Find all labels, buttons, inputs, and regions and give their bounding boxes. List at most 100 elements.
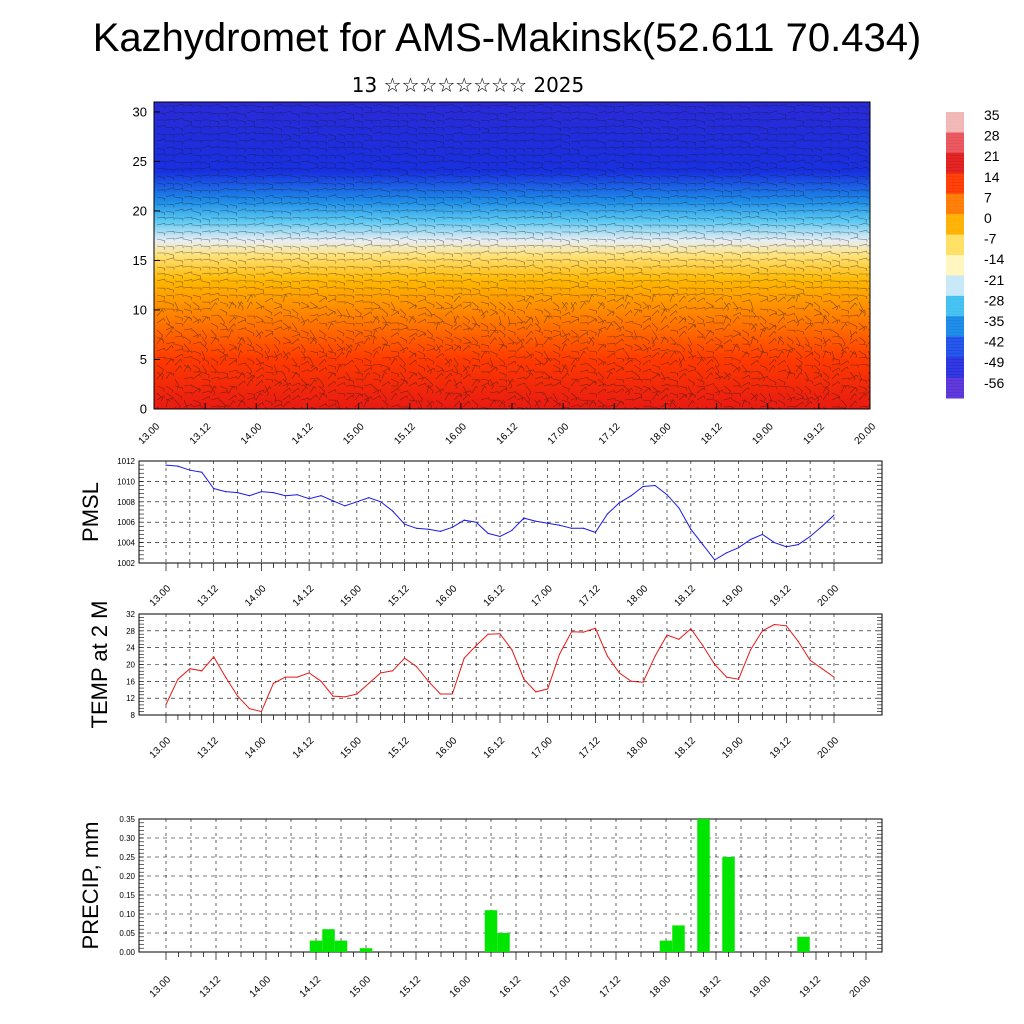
precip-bar: [659, 940, 673, 952]
temperature-heatmap: 0 5 10 15 20 25 30 13.00 13.12 14.00 14.12 15.00 15.…: [133, 101, 879, 447]
x-tick-label: 15.00: [339, 583, 365, 609]
data-point: [296, 494, 298, 496]
precip-bar: [672, 925, 685, 952]
heatmap-x-tick-label: 17.12: [597, 421, 623, 447]
colorbar-label: 7: [984, 189, 992, 205]
heatmap-x-tick-label: 20.00: [853, 421, 879, 447]
x-tick-label: 18.12: [673, 583, 699, 609]
data-point: [344, 505, 346, 507]
x-tick-label: 18.00: [625, 583, 651, 609]
data-point: [523, 678, 525, 680]
data-point: [475, 644, 477, 647]
data-point: [332, 500, 334, 502]
colorbar-label: 35: [984, 107, 1000, 123]
data-point: [475, 521, 477, 523]
colorbar-label: -42: [984, 334, 1004, 350]
precip-bar: [334, 940, 348, 952]
data-point: [523, 517, 525, 519]
data-point: [690, 528, 692, 530]
x-tick-label: 17.00: [529, 583, 555, 609]
data-point: [344, 696, 346, 698]
data-point: [165, 703, 167, 706]
panel-frame: [138, 460, 883, 564]
data-point: [201, 471, 203, 473]
colorbar-label: 0: [984, 210, 992, 226]
data-point: [427, 528, 430, 530]
x-tick-label: 18.12: [673, 735, 699, 761]
data-point: [618, 672, 620, 674]
heatmap-x-tick-label: 19.00: [750, 421, 776, 447]
x-tick-label: 17.12: [598, 974, 624, 1000]
precip-bar: [484, 910, 498, 952]
y-tick-label: 1010: [117, 477, 135, 486]
data-point: [654, 655, 656, 657]
heatmap-x-tick-label: 19.12: [802, 421, 828, 447]
data-point: [761, 630, 764, 632]
data-point: [165, 464, 167, 466]
y-tick-label: 24: [126, 644, 135, 653]
data-point: [702, 544, 704, 546]
colorbar-label: 21: [984, 148, 1000, 164]
data-point: [296, 676, 298, 678]
data-point: [248, 708, 251, 710]
data-point: [535, 520, 537, 522]
x-tick-label: 14.00: [248, 974, 274, 1000]
colorbar-label: -21: [984, 272, 1004, 288]
heatmap-y-tick-label: 10: [133, 302, 147, 317]
y-tick-label: 0.20: [119, 872, 135, 881]
colorbar-swatch: [946, 357, 964, 379]
y-tick-label: 1012: [117, 457, 135, 466]
colorbar-swatch: [946, 173, 964, 195]
data-point: [630, 680, 632, 682]
panel-frame: [138, 818, 883, 953]
x-tick-label: 18.00: [625, 735, 651, 761]
x-tick-label: 16.12: [482, 583, 508, 609]
colorbar-swatch: [946, 152, 964, 174]
y-axis-label: PMSL: [78, 482, 103, 542]
data-point: [559, 653, 561, 655]
data-point: [726, 552, 728, 554]
panel-frame: [138, 613, 883, 716]
data-point: [761, 533, 764, 536]
x-tick-label: 14.12: [291, 735, 317, 761]
heatmap-x-tick-label: 14.00: [239, 421, 265, 447]
heatmap-x-tick-label: 15.12: [392, 421, 418, 447]
data-point: [606, 513, 608, 515]
data-point: [356, 501, 358, 503]
data-point: [487, 532, 489, 535]
data-point: [415, 666, 418, 668]
colorbar-swatch: [946, 336, 964, 358]
data-point: [225, 491, 227, 493]
x-tick-label: 16.12: [498, 974, 524, 1000]
data-point: [236, 492, 239, 494]
x-tick-label: 15.00: [339, 735, 365, 761]
colorbar-swatch: [946, 377, 964, 399]
data-point: [392, 510, 394, 512]
heatmap-x-tick-label: 17.00: [546, 421, 572, 447]
y-axis-label: TEMP at 2 M: [87, 601, 112, 729]
data-point: [642, 681, 644, 683]
x-tick-label: 19.12: [798, 974, 824, 1000]
x-tick-label: 15.12: [386, 583, 412, 609]
data-point: [570, 527, 573, 529]
data-point: [833, 514, 835, 516]
heatmap-x-tick-label: 14.12: [290, 421, 316, 447]
data-point: [690, 628, 692, 630]
y-tick-label: 8: [131, 711, 136, 720]
data-point: [678, 638, 680, 640]
wind-barb-path: [156, 103, 870, 409]
data-point: [380, 501, 382, 503]
x-tick-label: 14.00: [243, 735, 269, 761]
data-point: [284, 495, 286, 497]
pmsl-chart: 1002 1004 1006 1008 1010 1012 PMSL 13.00 13.12 14…: [78, 457, 883, 609]
data-point: [785, 625, 787, 627]
x-tick-label: 20.00: [816, 735, 842, 761]
data-point: [487, 633, 489, 635]
data-point: [439, 530, 441, 532]
data-point: [666, 494, 668, 496]
colorbar-swatch: [946, 112, 964, 133]
data-point: [392, 670, 394, 672]
data-point: [356, 693, 358, 695]
precip-bar: [359, 948, 373, 952]
data-point: [427, 680, 430, 682]
